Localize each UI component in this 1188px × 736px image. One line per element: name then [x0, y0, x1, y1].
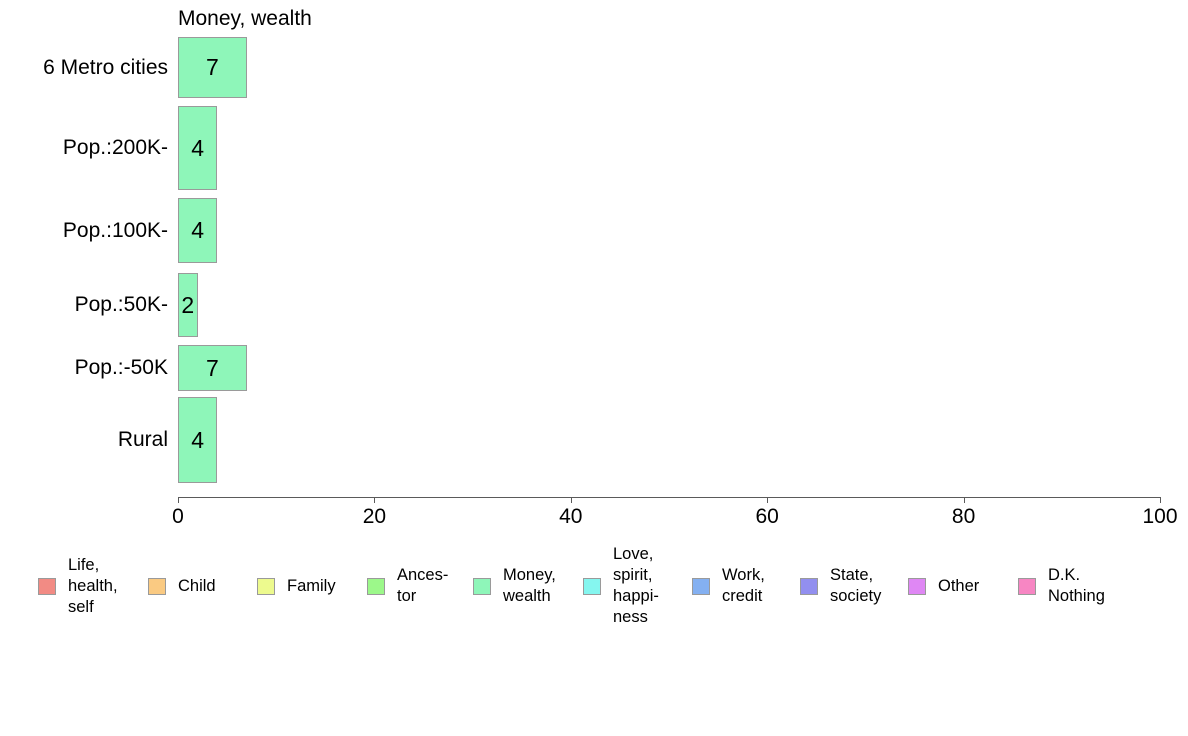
legend-swatch [800, 578, 818, 595]
x-axis-tick [374, 497, 376, 503]
category-label: Pop.:100K- [62, 218, 168, 242]
legend-item-label: Work, credit [722, 566, 765, 605]
bar-value-label: 4 [191, 426, 205, 453]
bar: 7 [178, 345, 247, 391]
legend-item-label: Child [178, 576, 216, 595]
legend-item-label: Other [938, 576, 980, 595]
legend-swatch [473, 578, 491, 595]
legend-item-label: Love, spirit, happi- ness [613, 545, 659, 626]
bar: 4 [178, 397, 218, 483]
legend-swatch [908, 578, 926, 595]
legend-swatch [38, 578, 56, 595]
category-label: Pop.:50K- [74, 293, 168, 316]
category-label: Rural [117, 428, 168, 451]
legend-item-label: Ances- tor [397, 566, 449, 605]
x-axis-tick-label: 60 [755, 505, 779, 528]
bar: 4 [178, 106, 218, 190]
x-axis-tick [1160, 497, 1161, 503]
x-axis-tick-label: 0 [172, 505, 184, 528]
legend-swatch [692, 578, 710, 595]
x-axis-tick [178, 497, 179, 503]
bar-value-label: 4 [191, 134, 205, 161]
legend-swatch [1018, 578, 1036, 595]
legend-swatch [148, 578, 166, 595]
x-axis-tick-label: 80 [951, 505, 976, 528]
bar-value-label: 4 [191, 217, 205, 243]
legend-item-label: D.K. Nothing [1048, 566, 1105, 605]
category-label: 6 Metro cities [43, 55, 168, 79]
x-axis-tick [963, 497, 965, 503]
chart-title: Money, wealth [178, 7, 312, 30]
bar: 4 [178, 198, 218, 263]
bar-value-label: 2 [181, 291, 195, 318]
legend-item-label: Life, health, self [68, 555, 118, 616]
bar-value-label: 7 [205, 354, 219, 381]
bar: 7 [178, 37, 247, 98]
x-axis-tick-label: 40 [559, 505, 583, 528]
legend-swatch [257, 578, 275, 595]
category-label: Pop.:-50K [74, 356, 168, 379]
legend-item-label: State, society [830, 566, 882, 605]
x-axis-tick [570, 497, 572, 503]
category-label: Pop.:200K- [62, 136, 168, 159]
x-axis-tick [767, 497, 769, 503]
legend-item-label: Money, wealth [503, 566, 556, 605]
bar: 2 [178, 273, 198, 337]
bar-value-label: 7 [205, 54, 219, 80]
x-axis-line [178, 497, 1160, 498]
x-axis-tick-label: 20 [362, 505, 387, 528]
legend-swatch [583, 578, 601, 595]
x-axis-tick-label: 100 [1142, 505, 1178, 528]
legend-item-label: Family [287, 576, 336, 595]
legend-swatch [367, 578, 385, 595]
